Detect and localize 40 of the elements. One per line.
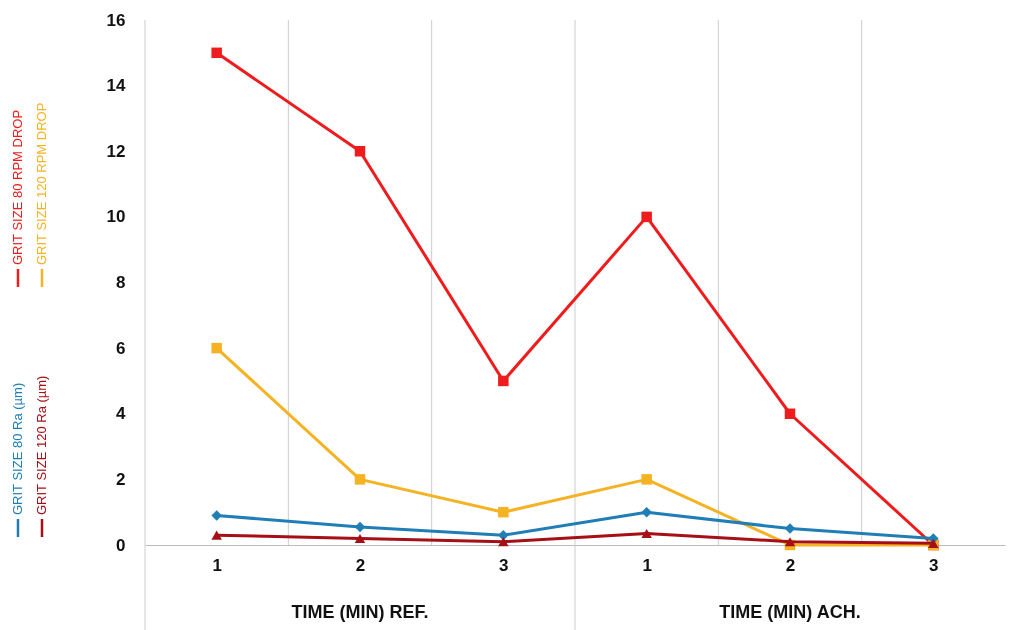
point xyxy=(498,537,509,547)
point xyxy=(354,533,366,543)
y-tick-label: 8 xyxy=(116,273,126,292)
x-tick-label: 3 xyxy=(929,555,939,575)
y-tick-label: 0 xyxy=(116,535,126,555)
point xyxy=(784,523,796,534)
text: GRIT SIZE 120 Ra (µm) xyxy=(34,375,49,515)
text: GRIT SIZE 120 RPM DROP xyxy=(34,102,49,265)
point xyxy=(641,474,652,485)
point xyxy=(211,510,222,521)
point xyxy=(498,529,509,541)
point xyxy=(641,528,652,539)
x-tick-label: 3 xyxy=(499,555,509,575)
point xyxy=(354,146,366,157)
point xyxy=(211,530,222,540)
point xyxy=(498,375,509,387)
point xyxy=(784,537,796,547)
point xyxy=(354,474,366,485)
text: GRIT SIZE 80 RPM DROP xyxy=(10,109,25,265)
y-tick-label: 4 xyxy=(116,404,127,424)
y-tick-label: 10 xyxy=(106,207,126,227)
y-tick-label: 14 xyxy=(106,76,127,96)
x-tick-label: 1 xyxy=(212,555,222,575)
text: TIME (MIN) REF. xyxy=(291,602,429,622)
text: TIME (MIN) ACH. xyxy=(719,602,861,622)
y-tick-label: 6 xyxy=(116,338,126,358)
point xyxy=(498,506,509,518)
point xyxy=(354,521,366,533)
y-tick-label: 2 xyxy=(116,469,126,489)
x-tick-label: 1 xyxy=(642,555,652,575)
y-tick-label: 12 xyxy=(106,141,126,161)
x-tick-label: 2 xyxy=(785,555,796,575)
point xyxy=(641,211,652,223)
point xyxy=(641,506,652,518)
y-tick-label: 16 xyxy=(106,10,126,30)
text: GRIT SIZE 80 Ra (µm) xyxy=(10,382,25,515)
point xyxy=(784,408,796,419)
point xyxy=(211,47,222,59)
x-tick-label: 2 xyxy=(355,555,366,575)
point xyxy=(211,342,222,354)
